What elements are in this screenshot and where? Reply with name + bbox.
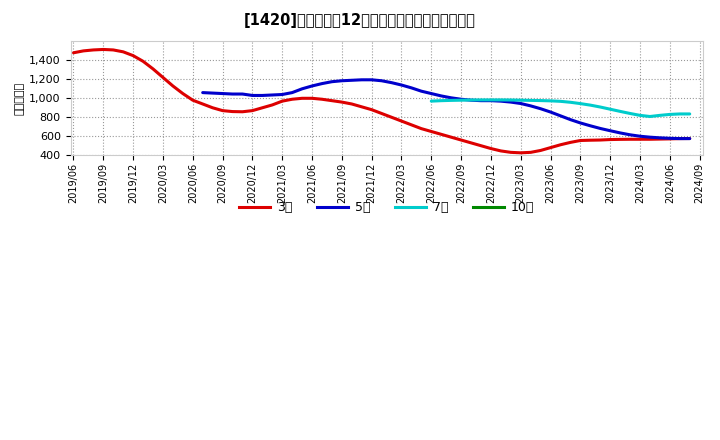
- Legend: 3年, 5年, 7年, 10年: 3年, 5年, 7年, 10年: [234, 197, 539, 220]
- Y-axis label: （百万円）: （百万円）: [15, 82, 25, 115]
- Text: [1420]　経常利益12か月移動合計の平均値の推移: [1420] 経常利益12か月移動合計の平均値の推移: [244, 13, 476, 28]
